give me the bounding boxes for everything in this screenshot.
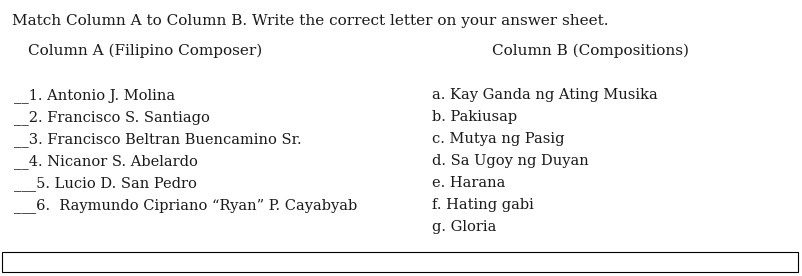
Text: Column A (Filipino Composer): Column A (Filipino Composer) [28, 44, 261, 59]
Text: e. Harana: e. Harana [431, 176, 504, 190]
Text: Column B (Compositions): Column B (Compositions) [491, 44, 687, 59]
Text: ___6.  Raymundo Cipriano “Ryan” P. Cayabyab: ___6. Raymundo Cipriano “Ryan” P. Cayaby… [14, 198, 357, 213]
Text: d. Sa Ugoy ng Duyan: d. Sa Ugoy ng Duyan [431, 154, 588, 168]
Text: a. Kay Ganda ng Ating Musika: a. Kay Ganda ng Ating Musika [431, 88, 657, 102]
Text: g. Gloria: g. Gloria [431, 220, 496, 234]
Text: c. Mutya ng Pasig: c. Mutya ng Pasig [431, 132, 564, 146]
Text: __1. Antonio J. Molina: __1. Antonio J. Molina [14, 88, 175, 103]
Text: ___5. Lucio D. San Pedro: ___5. Lucio D. San Pedro [14, 176, 196, 191]
Text: b. Pakiusap: b. Pakiusap [431, 110, 516, 124]
Text: __4. Nicanor S. Abelardo: __4. Nicanor S. Abelardo [14, 154, 197, 169]
Text: Match Column A to Column B. Write the correct letter on your answer sheet.: Match Column A to Column B. Write the co… [12, 14, 608, 28]
Text: __2. Francisco S. Santiago: __2. Francisco S. Santiago [14, 110, 209, 125]
Text: __3. Francisco Beltran Buencamino Sr.: __3. Francisco Beltran Buencamino Sr. [14, 132, 302, 147]
Text: f. Hating gabi: f. Hating gabi [431, 198, 533, 212]
